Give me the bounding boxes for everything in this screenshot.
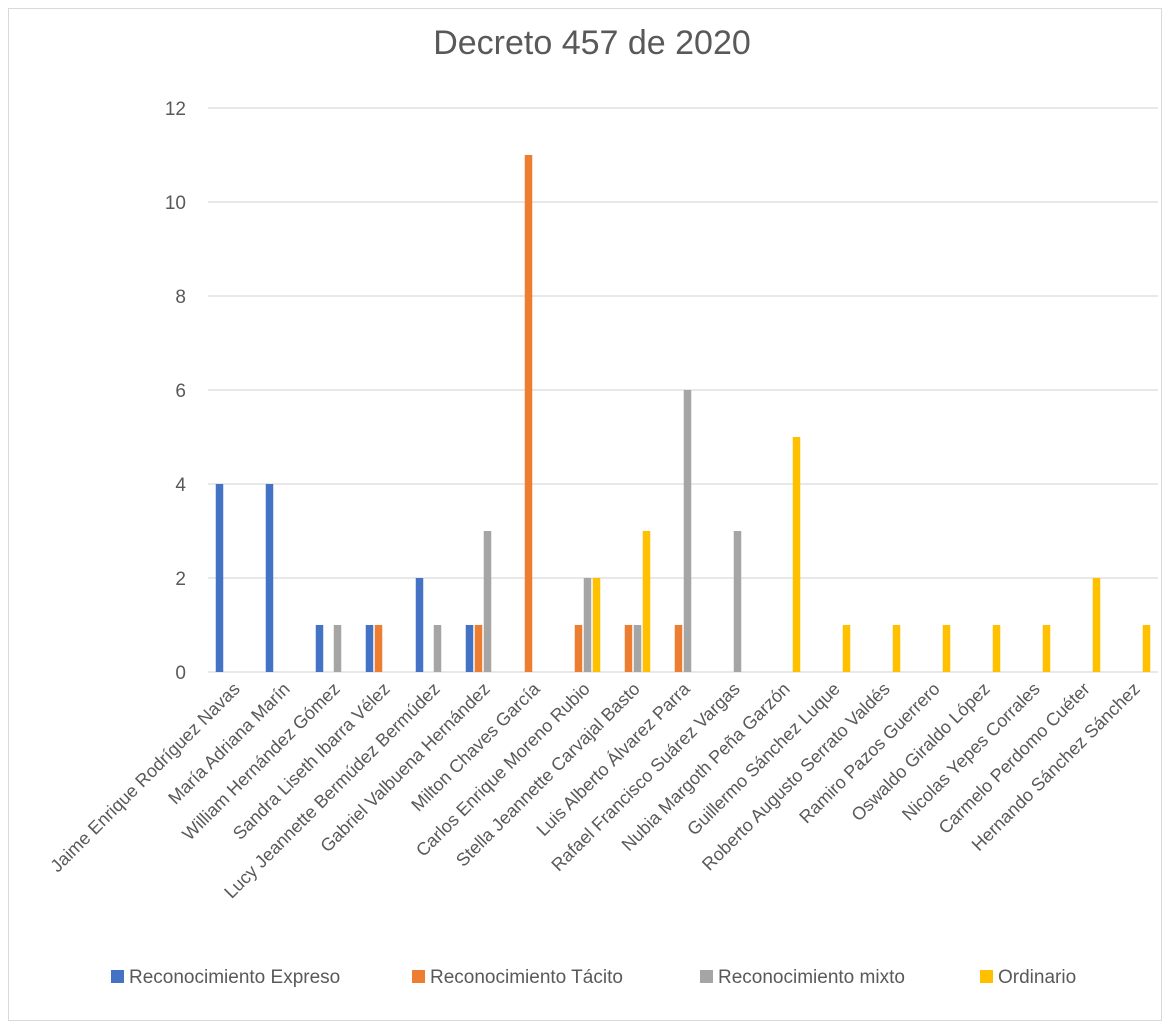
bar (374, 625, 383, 672)
bar (1042, 625, 1051, 672)
legend-label: Reconocimiento Tácito (430, 967, 623, 988)
x-category-label: Jaime Enrique Rodríguez Navas (46, 679, 243, 876)
y-tick-label: 2 (175, 569, 186, 590)
y-tick-label: 0 (175, 663, 186, 684)
bar (465, 625, 474, 672)
bar (992, 625, 1001, 672)
bars (215, 155, 1151, 672)
bar (315, 625, 324, 672)
bar (1092, 578, 1101, 672)
bar (265, 484, 274, 672)
bar (683, 390, 692, 672)
bar (674, 625, 683, 672)
y-axis-ticks: 0 2 4 6 8 10 12 (165, 99, 187, 684)
legend-label: Reconocimiento Expreso (129, 967, 340, 988)
y-tick-label: 12 (165, 99, 186, 120)
bar (433, 625, 442, 672)
bar (574, 625, 583, 672)
bar (215, 484, 224, 672)
bar (415, 578, 424, 672)
legend-swatch (980, 970, 993, 983)
bar (365, 625, 374, 672)
bar (733, 531, 742, 672)
bar (333, 625, 342, 672)
bar (524, 155, 533, 672)
bar (1142, 625, 1151, 672)
legend-swatch (412, 970, 425, 983)
bar (792, 437, 801, 672)
bar (892, 625, 901, 672)
bar (642, 531, 651, 672)
bar (842, 625, 851, 672)
legend-swatch (700, 970, 713, 983)
bar (942, 625, 951, 672)
legend-swatch (111, 970, 124, 983)
gridlines (208, 107, 1158, 673)
bar (483, 531, 492, 672)
chart-title: Decreto 457 de 2020 (433, 24, 751, 62)
y-tick-label: 6 (175, 381, 186, 402)
y-tick-label: 10 (165, 193, 186, 214)
chart-frame (8, 8, 1162, 1021)
bar (583, 578, 592, 672)
bar (624, 625, 633, 672)
legend-label: Reconocimiento mixto (718, 967, 905, 988)
bar (633, 625, 642, 672)
x-category-label: Stella Jeannette Carvajal Basto (452, 679, 644, 871)
y-tick-label: 4 (175, 475, 186, 496)
legend-label: Ordinario (998, 967, 1076, 988)
bar (474, 625, 483, 672)
legend: Reconocimiento Expreso Reconocimiento Tác… (111, 967, 1076, 988)
y-tick-label: 8 (175, 287, 186, 308)
bar (592, 578, 601, 672)
